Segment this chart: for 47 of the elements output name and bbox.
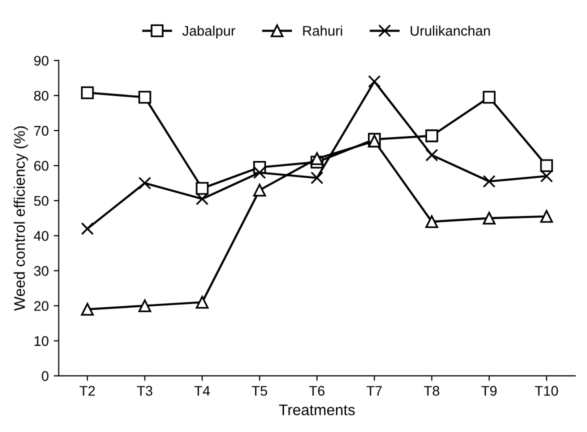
x-tick-label: T4 bbox=[194, 386, 210, 396]
x-axis-title: Treatments bbox=[278, 404, 355, 416]
legend-label: Urulikanchan bbox=[410, 26, 490, 36]
point bbox=[196, 296, 209, 309]
y-axis-title: Weed control efficiency (%) bbox=[14, 126, 28, 311]
y-tick-label: 0 bbox=[42, 371, 48, 382]
point bbox=[425, 215, 438, 228]
x-tick-label: T6 bbox=[309, 386, 324, 396]
y-tick-label: 80 bbox=[34, 90, 48, 101]
legend-label: Jabalpur bbox=[182, 26, 236, 39]
y-tick-label: 50 bbox=[34, 196, 48, 206]
point bbox=[482, 212, 496, 225]
point bbox=[196, 182, 209, 195]
point bbox=[368, 75, 381, 88]
point bbox=[81, 222, 94, 236]
point bbox=[425, 148, 438, 162]
x-tick-label: T2 bbox=[80, 386, 95, 396]
point bbox=[310, 171, 324, 184]
y-tick-label: 10 bbox=[34, 336, 48, 346]
legend-label: Rahuri bbox=[303, 26, 342, 36]
y-tick-label: 70 bbox=[34, 126, 48, 136]
point bbox=[138, 176, 152, 190]
point bbox=[138, 299, 152, 312]
point bbox=[253, 166, 266, 179]
point bbox=[540, 170, 553, 183]
point bbox=[310, 152, 324, 165]
point bbox=[196, 192, 209, 206]
point bbox=[425, 129, 438, 142]
point bbox=[482, 174, 496, 188]
point bbox=[253, 184, 266, 197]
x-tick-label: T8 bbox=[424, 386, 440, 396]
point bbox=[540, 159, 553, 172]
x-tick-label: T7 bbox=[366, 386, 382, 396]
point bbox=[482, 90, 496, 104]
y-tick-label: 30 bbox=[34, 266, 48, 276]
x-tick-label: T9 bbox=[481, 386, 497, 396]
point bbox=[81, 86, 94, 100]
x-tick-label: T10 bbox=[534, 386, 558, 396]
x-tick-label: T5 bbox=[252, 386, 268, 396]
x-tick-label: T3 bbox=[137, 386, 152, 396]
y-tick-label: 40 bbox=[34, 231, 48, 241]
point bbox=[81, 302, 94, 316]
point bbox=[138, 90, 152, 104]
y-tick-label: 90 bbox=[34, 56, 48, 66]
point bbox=[540, 210, 553, 223]
y-tick-label: 60 bbox=[34, 160, 48, 171]
y-tick-label: 20 bbox=[34, 301, 48, 311]
